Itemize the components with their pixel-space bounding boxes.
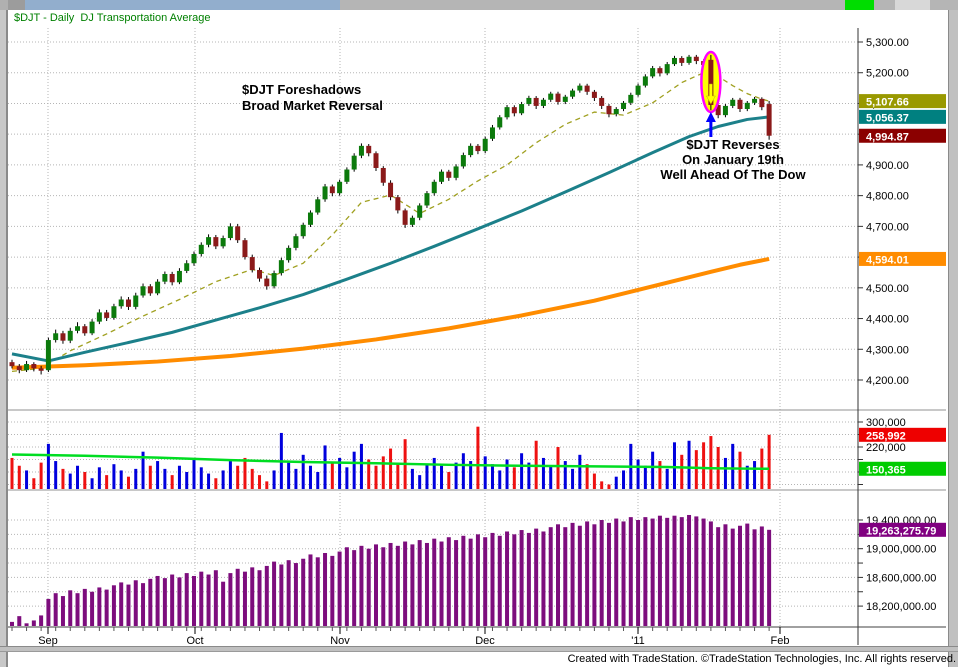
- teal-ma-line: [11, 115, 770, 363]
- lower-pane-bars: [10, 514, 772, 626]
- axis-tick-label: 4,300.00: [866, 344, 909, 356]
- annotation-reversal-line3: Well Ahead Of The Dow: [660, 167, 806, 182]
- axis-badge-volume-ma-value: 150,365: [859, 461, 946, 476]
- axis-tick-label: 4,800.00: [866, 191, 909, 203]
- svg-text:150,365: 150,365: [866, 464, 906, 476]
- window-top-strip[interactable]: [0, 0, 958, 10]
- pane-separators: [8, 409, 946, 492]
- svg-text:5,056.37: 5,056.37: [866, 112, 909, 124]
- annotation-reversal-line2: On January 19th: [682, 152, 784, 167]
- axis-badge-dashed-ma-value: 5,107.66: [859, 94, 946, 109]
- svg-text:4,994.87: 4,994.87: [866, 131, 909, 143]
- month-label: Nov: [330, 635, 350, 647]
- month-label: Dec: [475, 635, 495, 647]
- annotation-foreshadow-line2: Broad Market Reversal: [242, 98, 383, 113]
- blue-up-arrow-icon: [705, 112, 716, 137]
- svg-text:19,263,275.79: 19,263,275.79: [866, 525, 936, 537]
- chart-title-bar: $DJT - Daily DJ Transportation Average: [8, 10, 948, 28]
- axis-badge-teal-ma-value: 5,056.37: [859, 109, 946, 124]
- footer-credit: Created with TradeStation. ©TradeStation…: [567, 653, 956, 665]
- axis-tick-label: 18,600,000.00: [866, 572, 936, 584]
- orange-ma-line: [11, 256, 770, 370]
- top-strip-green-block: [845, 0, 874, 10]
- axis-tick-label: 220,000: [866, 442, 906, 454]
- top-strip-light-block: [895, 0, 930, 10]
- gridlines: [8, 28, 858, 626]
- month-label: '11: [631, 635, 645, 647]
- window-bottom-frame: [0, 646, 958, 652]
- top-strip-corner: [0, 0, 8, 10]
- axis-badge-lower-last-value: 19,263,275.79: [859, 522, 946, 537]
- svg-text:5,107.66: 5,107.66: [866, 97, 909, 109]
- annotation-foreshadow-line1: $DJT Foreshadows: [242, 82, 362, 97]
- chart-title: $DJT - Daily DJ Transportation Average: [14, 12, 211, 24]
- dashed-ma-line: [11, 72, 770, 373]
- annotation-reversal-line1: $DJT Reverses: [686, 137, 780, 152]
- month-label: Feb: [771, 635, 790, 647]
- axis-badge-last-volume: 258,992: [859, 427, 946, 442]
- axis-badge-orange-ma-value: 4,594.01: [859, 251, 946, 266]
- axis-tick-label: 4,400.00: [866, 314, 909, 326]
- axis-badges: 5,107.66 5,056.37 4,994.87 4,594.01 258,992 1…: [859, 94, 946, 537]
- axis-badge-last-price: 4,994.87: [859, 128, 946, 143]
- candles: [9, 54, 772, 375]
- axis-tick-label: 5,300.00: [866, 37, 909, 49]
- annotation-reversal: $DJT Reverses On January 19th Well Ahead…: [633, 137, 833, 182]
- annotation-foreshadow: $DJT Foreshadows Broad Market Reversal: [242, 82, 383, 114]
- month-label: Oct: [186, 635, 203, 647]
- highlight-ellipse: [700, 50, 722, 137]
- window-left-frame: [0, 10, 8, 667]
- month-label: Sep: [38, 635, 58, 647]
- axis-tick-label: 4,700.00: [866, 221, 909, 233]
- top-strip-gray-tab: [340, 0, 958, 10]
- x-axis: Sep Oct Nov Dec '11 Feb: [8, 626, 946, 647]
- top-strip-corner2: [8, 0, 25, 10]
- yellow-down-arrow-icon: [705, 83, 716, 105]
- axis-tick-label: 300,000: [866, 417, 906, 429]
- axis-tick-label: 4,200.00: [866, 375, 909, 387]
- axis-tick-label: 5,200.00: [866, 68, 909, 80]
- axis-tick-label: 18,200,000.00: [866, 601, 936, 613]
- axis-tick-label: 4,500.00: [866, 283, 909, 295]
- top-strip-blue-tab: [25, 0, 340, 10]
- scrollbar[interactable]: [948, 10, 958, 667]
- axis-tick-label: 19,000,000.00: [866, 544, 936, 556]
- svg-text:258,992: 258,992: [866, 430, 906, 442]
- svg-text:4,594.01: 4,594.01: [866, 254, 909, 266]
- axis-tick-label: 4,900.00: [866, 160, 909, 172]
- volume-ma-line: [11, 453, 770, 471]
